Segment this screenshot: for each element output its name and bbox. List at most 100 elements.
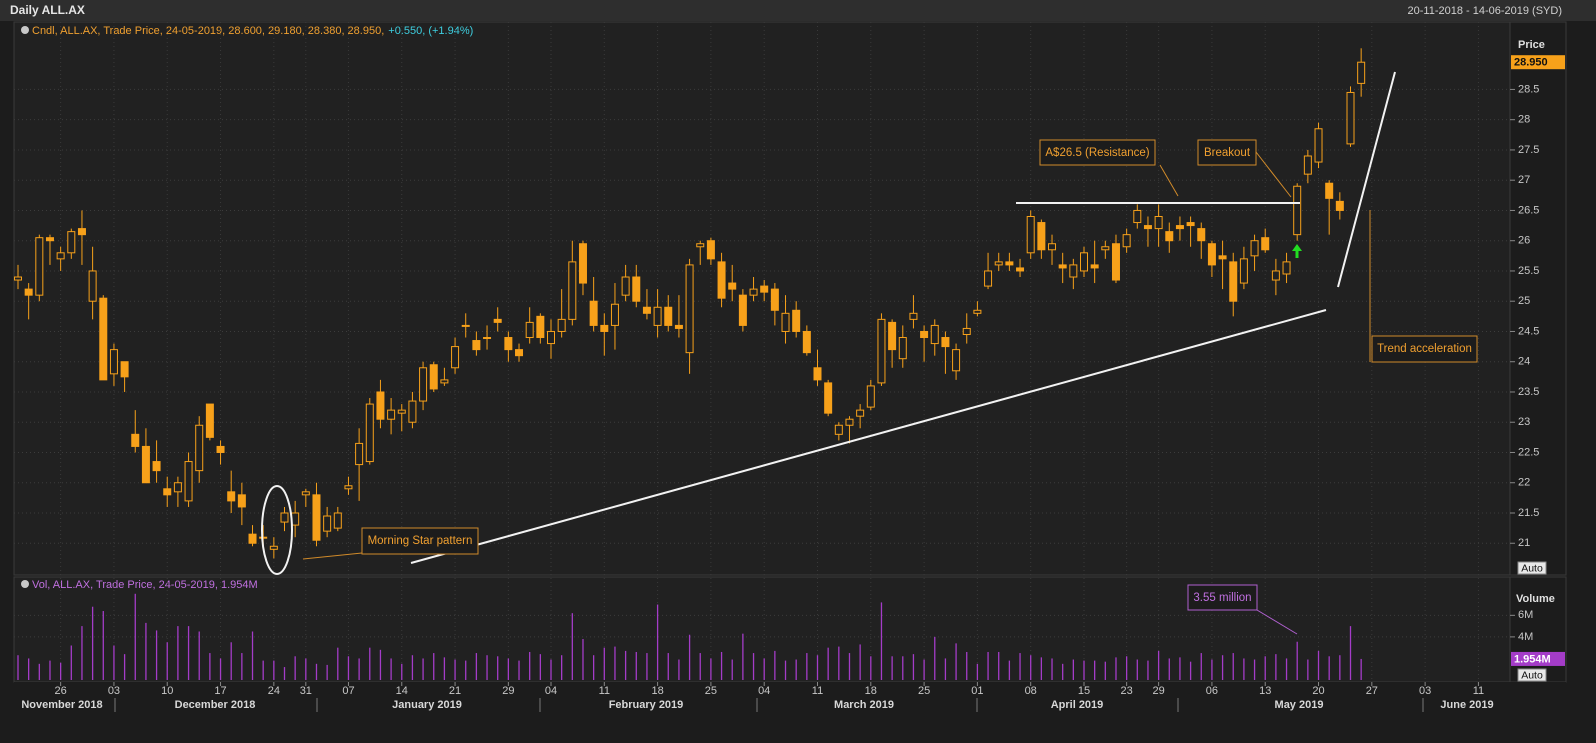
auto-button[interactable] xyxy=(1517,668,1547,682)
x-tick-label: 15 xyxy=(1078,685,1090,697)
x-tick-label: 31 xyxy=(300,685,312,697)
candle-body xyxy=(973,309,982,314)
x-tick-label: 26 xyxy=(55,685,67,697)
candle-body xyxy=(301,491,310,496)
candle-body xyxy=(749,288,758,296)
candle-body xyxy=(1175,225,1184,230)
header-title: Daily ALL.AX xyxy=(10,3,85,17)
candle-body xyxy=(14,276,22,281)
annotation: Morning Star pattern xyxy=(368,535,473,547)
candle-body xyxy=(1325,182,1334,199)
candle-body xyxy=(312,494,321,541)
candle-body xyxy=(152,461,161,472)
connector xyxy=(302,552,363,560)
candle-body xyxy=(706,240,715,260)
candle-body xyxy=(1090,264,1099,269)
candle-body xyxy=(1186,222,1195,227)
candle-body xyxy=(877,318,886,384)
x-tick-label: 10 xyxy=(161,685,173,697)
candle-body xyxy=(1261,237,1270,251)
candle-body xyxy=(1133,209,1142,224)
x-tick-label: 20 xyxy=(1312,685,1324,697)
month-label: May 2019 xyxy=(1275,699,1324,711)
header-range: 20-11-2018 - 14-06-2019 (SYD) xyxy=(1408,5,1563,17)
month-label: March 2019 xyxy=(834,699,894,711)
connector xyxy=(1255,151,1292,198)
candle-body xyxy=(941,337,950,348)
x-tick-label: 24 xyxy=(268,685,280,697)
x-tick-label: 11 xyxy=(1473,685,1484,697)
x-tick-label: 11 xyxy=(599,685,610,697)
y-tick-label: 24.5 xyxy=(1518,325,1539,337)
candle-body xyxy=(1111,243,1120,281)
price-axis xyxy=(1509,21,1567,576)
x-tick-label: 18 xyxy=(651,685,663,697)
auto-button[interactable] xyxy=(1517,561,1547,575)
candle-body xyxy=(77,228,86,236)
y-tick-label: 22 xyxy=(1518,477,1530,489)
candle-body xyxy=(1122,234,1131,248)
price-panel xyxy=(13,21,1511,576)
candle-body xyxy=(856,409,865,417)
y-tick-label: 23 xyxy=(1518,416,1530,428)
candle-body xyxy=(920,330,929,339)
y-tick-label: 6M xyxy=(1518,609,1533,621)
candle-body xyxy=(1165,231,1174,242)
candle-body xyxy=(642,306,651,314)
candle-body xyxy=(717,261,726,299)
candle-body xyxy=(1080,252,1088,272)
candle-body xyxy=(88,270,97,302)
candle-body xyxy=(600,324,609,332)
y-tick-label: 22.5 xyxy=(1518,446,1539,458)
y-tick-label: 26.5 xyxy=(1518,204,1539,216)
candle-body xyxy=(269,545,278,550)
month-label: June 2019 xyxy=(1440,699,1493,711)
y-tick-label: 28 xyxy=(1518,114,1530,126)
candle-body xyxy=(280,512,289,523)
candle-body xyxy=(1229,261,1238,302)
candle-body xyxy=(163,488,172,496)
candle-body xyxy=(1357,61,1366,84)
x-tick-label: 17 xyxy=(214,685,226,697)
candle-body xyxy=(536,315,545,339)
candle-body xyxy=(1314,128,1323,163)
y-tick-label: 27 xyxy=(1518,174,1530,186)
candle-body xyxy=(1197,228,1206,242)
candle-body xyxy=(365,403,374,463)
annotation: Trend acceleration xyxy=(1377,343,1472,355)
candle-body xyxy=(632,276,641,302)
last-volume-label: 1.954M xyxy=(1514,653,1551,665)
legend-icon xyxy=(21,580,29,588)
candle-body xyxy=(621,276,630,296)
candle-body xyxy=(1271,270,1280,281)
candle-body xyxy=(131,433,140,447)
volume-axis-label: Volume xyxy=(1516,593,1555,605)
candle-body xyxy=(419,367,428,402)
candle-body xyxy=(568,261,577,320)
candle-body xyxy=(866,385,875,408)
candle-body xyxy=(1282,261,1291,275)
x-tick-label: 18 xyxy=(865,685,877,697)
x-tick-label: 08 xyxy=(1025,685,1037,697)
candle-body xyxy=(376,391,385,420)
candle-body xyxy=(685,264,694,354)
x-tick-label: 25 xyxy=(705,685,717,697)
legend-icon xyxy=(21,26,29,34)
candle-body xyxy=(802,330,811,354)
candle-body xyxy=(387,409,396,420)
candle-body xyxy=(1037,222,1046,251)
x-tick-label: 14 xyxy=(396,685,408,697)
candle-body xyxy=(557,318,566,332)
auto-button-label[interactable]: Auto xyxy=(1521,669,1543,681)
candle-body xyxy=(664,306,673,326)
time-axis xyxy=(14,682,1566,716)
x-tick-label: 11 xyxy=(812,685,823,697)
candle-body xyxy=(1346,91,1355,145)
candle-legend: Cndl, ALL.AX, Trade Price, 24-05-2019, 2… xyxy=(32,25,384,37)
candle-body xyxy=(1154,216,1163,230)
auto-button-label[interactable]: Auto xyxy=(1521,562,1543,574)
candle-body xyxy=(67,231,76,254)
candle-body xyxy=(984,270,993,287)
